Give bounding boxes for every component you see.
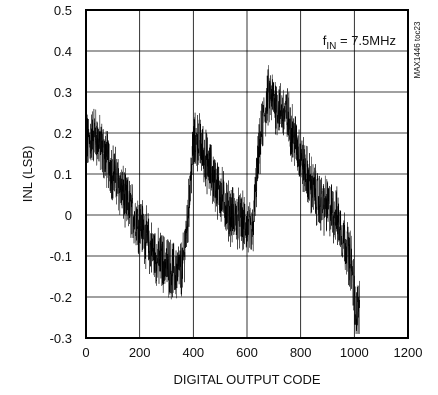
y-tick-label: 0.2: [54, 126, 72, 141]
x-tick-label: 400: [182, 345, 204, 360]
y-tick-label: -0.3: [50, 331, 72, 346]
y-tick-label: 0.3: [54, 85, 72, 100]
figure-id-label: MAX1446 toc23: [413, 21, 422, 78]
y-tick-label: 0.1: [54, 167, 72, 182]
annotation-subscript: IN: [326, 41, 336, 52]
inl-series: [86, 65, 360, 334]
x-tick-label: 600: [236, 345, 258, 360]
x-tick-label: 200: [129, 345, 151, 360]
frequency-annotation: fIN = 7.5MHz: [323, 33, 396, 52]
y-tick-labels: 0.5 0.4 0.3 0.2 0.1 0 -0.1 -0.2 -0.3: [50, 3, 72, 346]
annotation-rest: = 7.5MHz: [336, 33, 396, 48]
y-axis-label: INL (LSB): [20, 146, 35, 203]
x-tick-label: 1200: [394, 345, 423, 360]
x-axis-label: DIGITAL OUTPUT CODE: [173, 372, 320, 387]
inl-trace: [86, 65, 360, 334]
y-tick-label: 0.5: [54, 3, 72, 18]
grid: [86, 10, 408, 338]
x-tick-label: 0: [82, 345, 89, 360]
y-tick-label: 0.4: [54, 44, 72, 59]
x-tick-labels: 0 200 400 600 800 1000 1200: [82, 345, 422, 360]
y-tick-label: -0.1: [50, 249, 72, 264]
x-tick-label: 1000: [340, 345, 369, 360]
y-tick-label: 0: [65, 208, 72, 223]
x-tick-label: 800: [290, 345, 312, 360]
y-tick-label: -0.2: [50, 290, 72, 305]
